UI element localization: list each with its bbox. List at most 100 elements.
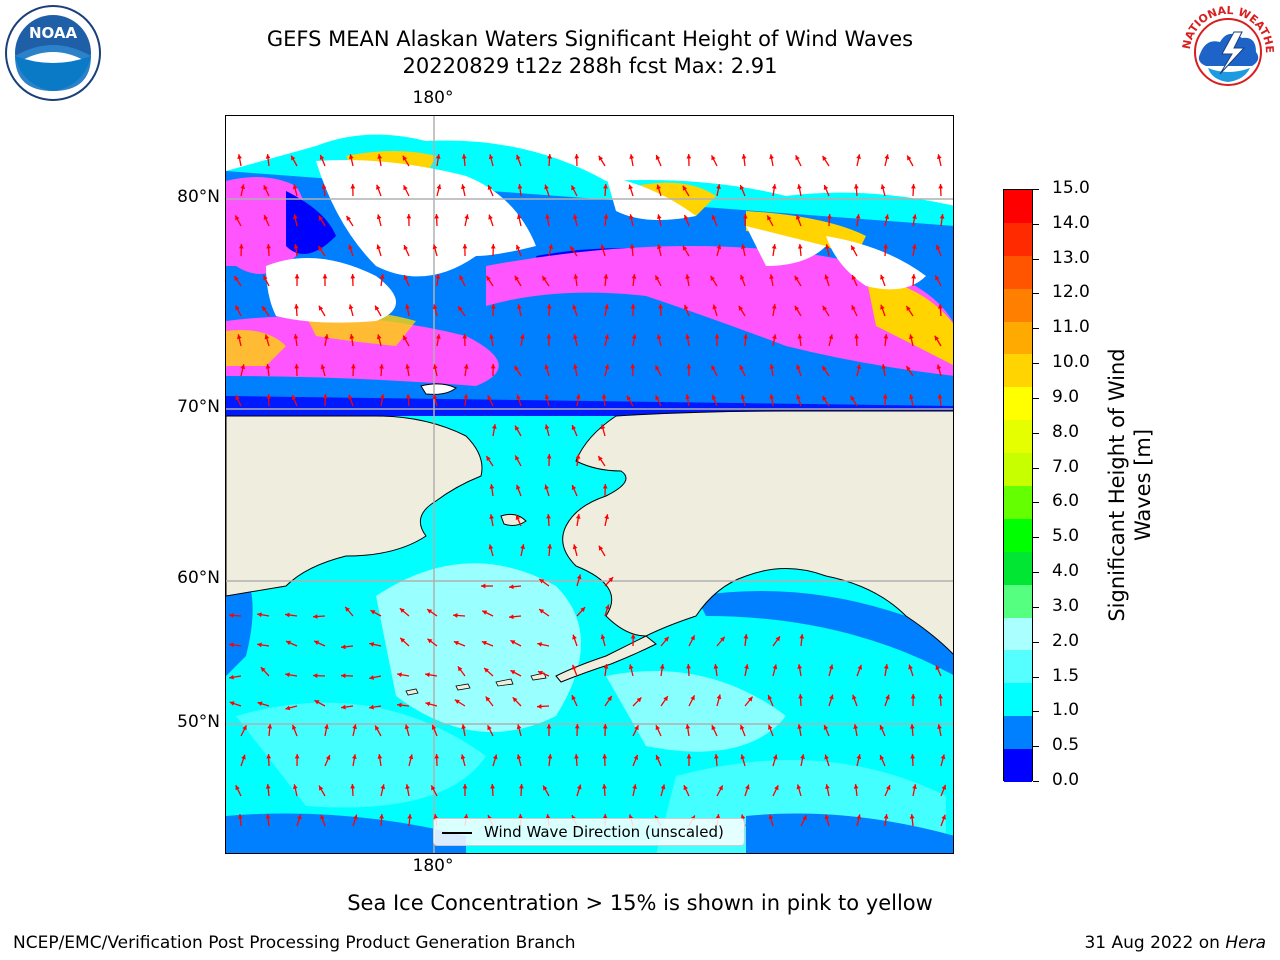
wind-wave-arrow-head (264, 334, 270, 340)
wind-wave-arrow-head (459, 275, 464, 281)
wind-wave-arrow-head (322, 274, 328, 279)
wind-wave-arrow-head (257, 612, 262, 618)
wind-wave-arrow-head (771, 304, 777, 309)
wind-wave-arrow-head (769, 274, 774, 279)
wind-wave-arrow-head (711, 365, 716, 371)
wind-wave-arrow-head (572, 214, 578, 220)
wind-wave-arrow-head (604, 514, 609, 520)
wind-wave-arrow-head (266, 754, 272, 759)
wind-wave-arrow-head (600, 424, 606, 430)
wind-wave-arrow-head (236, 334, 242, 340)
wind-wave-arrow-head (262, 306, 267, 312)
wind-wave-arrow-head (454, 699, 460, 705)
wind-wave-arrow-head (772, 334, 777, 339)
wind-wave-arrow-head (341, 673, 346, 679)
footer-host: Hera (1225, 933, 1266, 953)
wind-wave-arrow-head (659, 664, 665, 669)
wind-wave-arrow-head (379, 814, 384, 819)
wind-wave-arrow-head (377, 154, 383, 159)
wind-wave-arrow-head (744, 664, 749, 670)
wind-wave-arrow-head (575, 394, 581, 399)
wind-wave-arrow-head (629, 154, 635, 159)
wind-wave-arrow-head (488, 154, 494, 160)
wind-wave-arrow-head (291, 724, 297, 730)
wind-wave-arrow-head (431, 724, 437, 730)
wind-wave-arrow-head (664, 636, 669, 642)
wind-wave-arrow-head (313, 614, 318, 619)
wind-wave-arrow-head (908, 334, 914, 340)
wind-wave-arrow-head (910, 754, 916, 759)
wind-wave-arrow-head (634, 725, 639, 731)
wind-wave-arrow-head (514, 365, 519, 371)
wind-wave-arrow-head (293, 214, 298, 220)
colorbar-tick-mark (1033, 293, 1039, 295)
wind-wave-arrow-head (490, 244, 496, 249)
wind-wave-arrow-head (883, 664, 889, 669)
wind-wave-arrow-head (487, 395, 492, 401)
wind-wave-arrow-head (461, 154, 467, 159)
wind-wave-arrow-head (240, 184, 246, 190)
wind-wave-arrow-head (546, 454, 552, 459)
wind-wave-arrow-head (241, 754, 246, 760)
wind-wave-arrow-head (434, 214, 440, 219)
wind-wave-arrow-head (937, 394, 943, 399)
wind-wave-arrow-head (854, 334, 859, 339)
wind-wave-arrow-head (656, 184, 661, 190)
colorbar-tick-label: 1.5 (1052, 665, 1080, 686)
colorbar-segment (1004, 486, 1032, 520)
wind-wave-arrow-head (603, 274, 609, 279)
nws-logo: NATIONAL WEATHER SERVICE (1174, 0, 1278, 102)
wind-wave-arrow-head (435, 334, 441, 339)
wind-wave-arrow-head (369, 675, 375, 680)
wind-wave-arrow-head (711, 155, 716, 161)
wind-wave-arrow-head (885, 785, 891, 791)
wind-wave-arrow-head (487, 725, 492, 731)
wind-wave-arrow-head (460, 754, 466, 760)
colorbar-segment (1004, 551, 1032, 586)
wind-wave-arrow-head (434, 754, 440, 759)
wind-wave-arrow-head (402, 155, 408, 161)
wind-wave-arrow-head (516, 214, 522, 220)
wind-wave-arrow-head (603, 664, 609, 669)
wind-wave-arrow-head (516, 154, 521, 160)
wind-wave-arrow-head (883, 244, 889, 249)
wind-wave-arrow-head (510, 670, 516, 675)
wind-wave-arrow-head (795, 214, 801, 220)
wind-wave-arrow-head (510, 640, 516, 645)
wind-wave-arrow-head (229, 674, 234, 680)
wind-wave-arrow-head (457, 666, 463, 672)
colorbar-tick-mark (1033, 606, 1039, 608)
wind-wave-arrow-head (320, 364, 326, 370)
wind-wave-arrow-head (460, 184, 466, 190)
colorbar-tick-label: 1.0 (1052, 700, 1080, 721)
wind-wave-arrow-head (376, 334, 382, 340)
wind-wave-arrow-head (800, 754, 805, 760)
colorbar-tick-label: 2.0 (1052, 630, 1080, 651)
wind-wave-arrow-head (485, 696, 491, 702)
colorbar-tick-label: 13.0 (1052, 247, 1090, 268)
wind-wave-arrow-head (516, 394, 521, 400)
colorbar-segment (1004, 387, 1032, 421)
wind-wave-arrow-head (794, 305, 800, 311)
wind-wave-arrow-head (542, 276, 547, 282)
wind-wave-arrow-head (743, 634, 749, 639)
wind-wave-arrow-head (547, 544, 553, 549)
wind-wave-arrow-head (823, 724, 829, 730)
wind-wave-arrow-head (853, 184, 859, 189)
wind-wave-arrow-head (602, 754, 608, 759)
wind-wave-arrow-head (911, 274, 916, 279)
wind-wave-arrow-head (685, 394, 690, 399)
colorbar-tick-label: 5.0 (1052, 526, 1080, 547)
wind-wave-arrow-head (397, 702, 402, 708)
colorbar-segment (1004, 190, 1032, 224)
wind-wave-arrow-head (910, 184, 916, 189)
legend-text: Wind Wave Direction (unscaled) (484, 823, 724, 841)
wind-wave-arrow-head (263, 185, 268, 191)
wind-wave-arrow-head (572, 304, 577, 310)
wind-wave-arrow-head (515, 244, 521, 250)
colorbar-tick-mark (1033, 223, 1039, 225)
wind-wave-arrow-head (350, 364, 356, 369)
wind-wave-arrow-head (257, 642, 262, 648)
wind-wave-arrow-head (828, 334, 834, 340)
wind-wave-arrow-head (425, 701, 431, 707)
